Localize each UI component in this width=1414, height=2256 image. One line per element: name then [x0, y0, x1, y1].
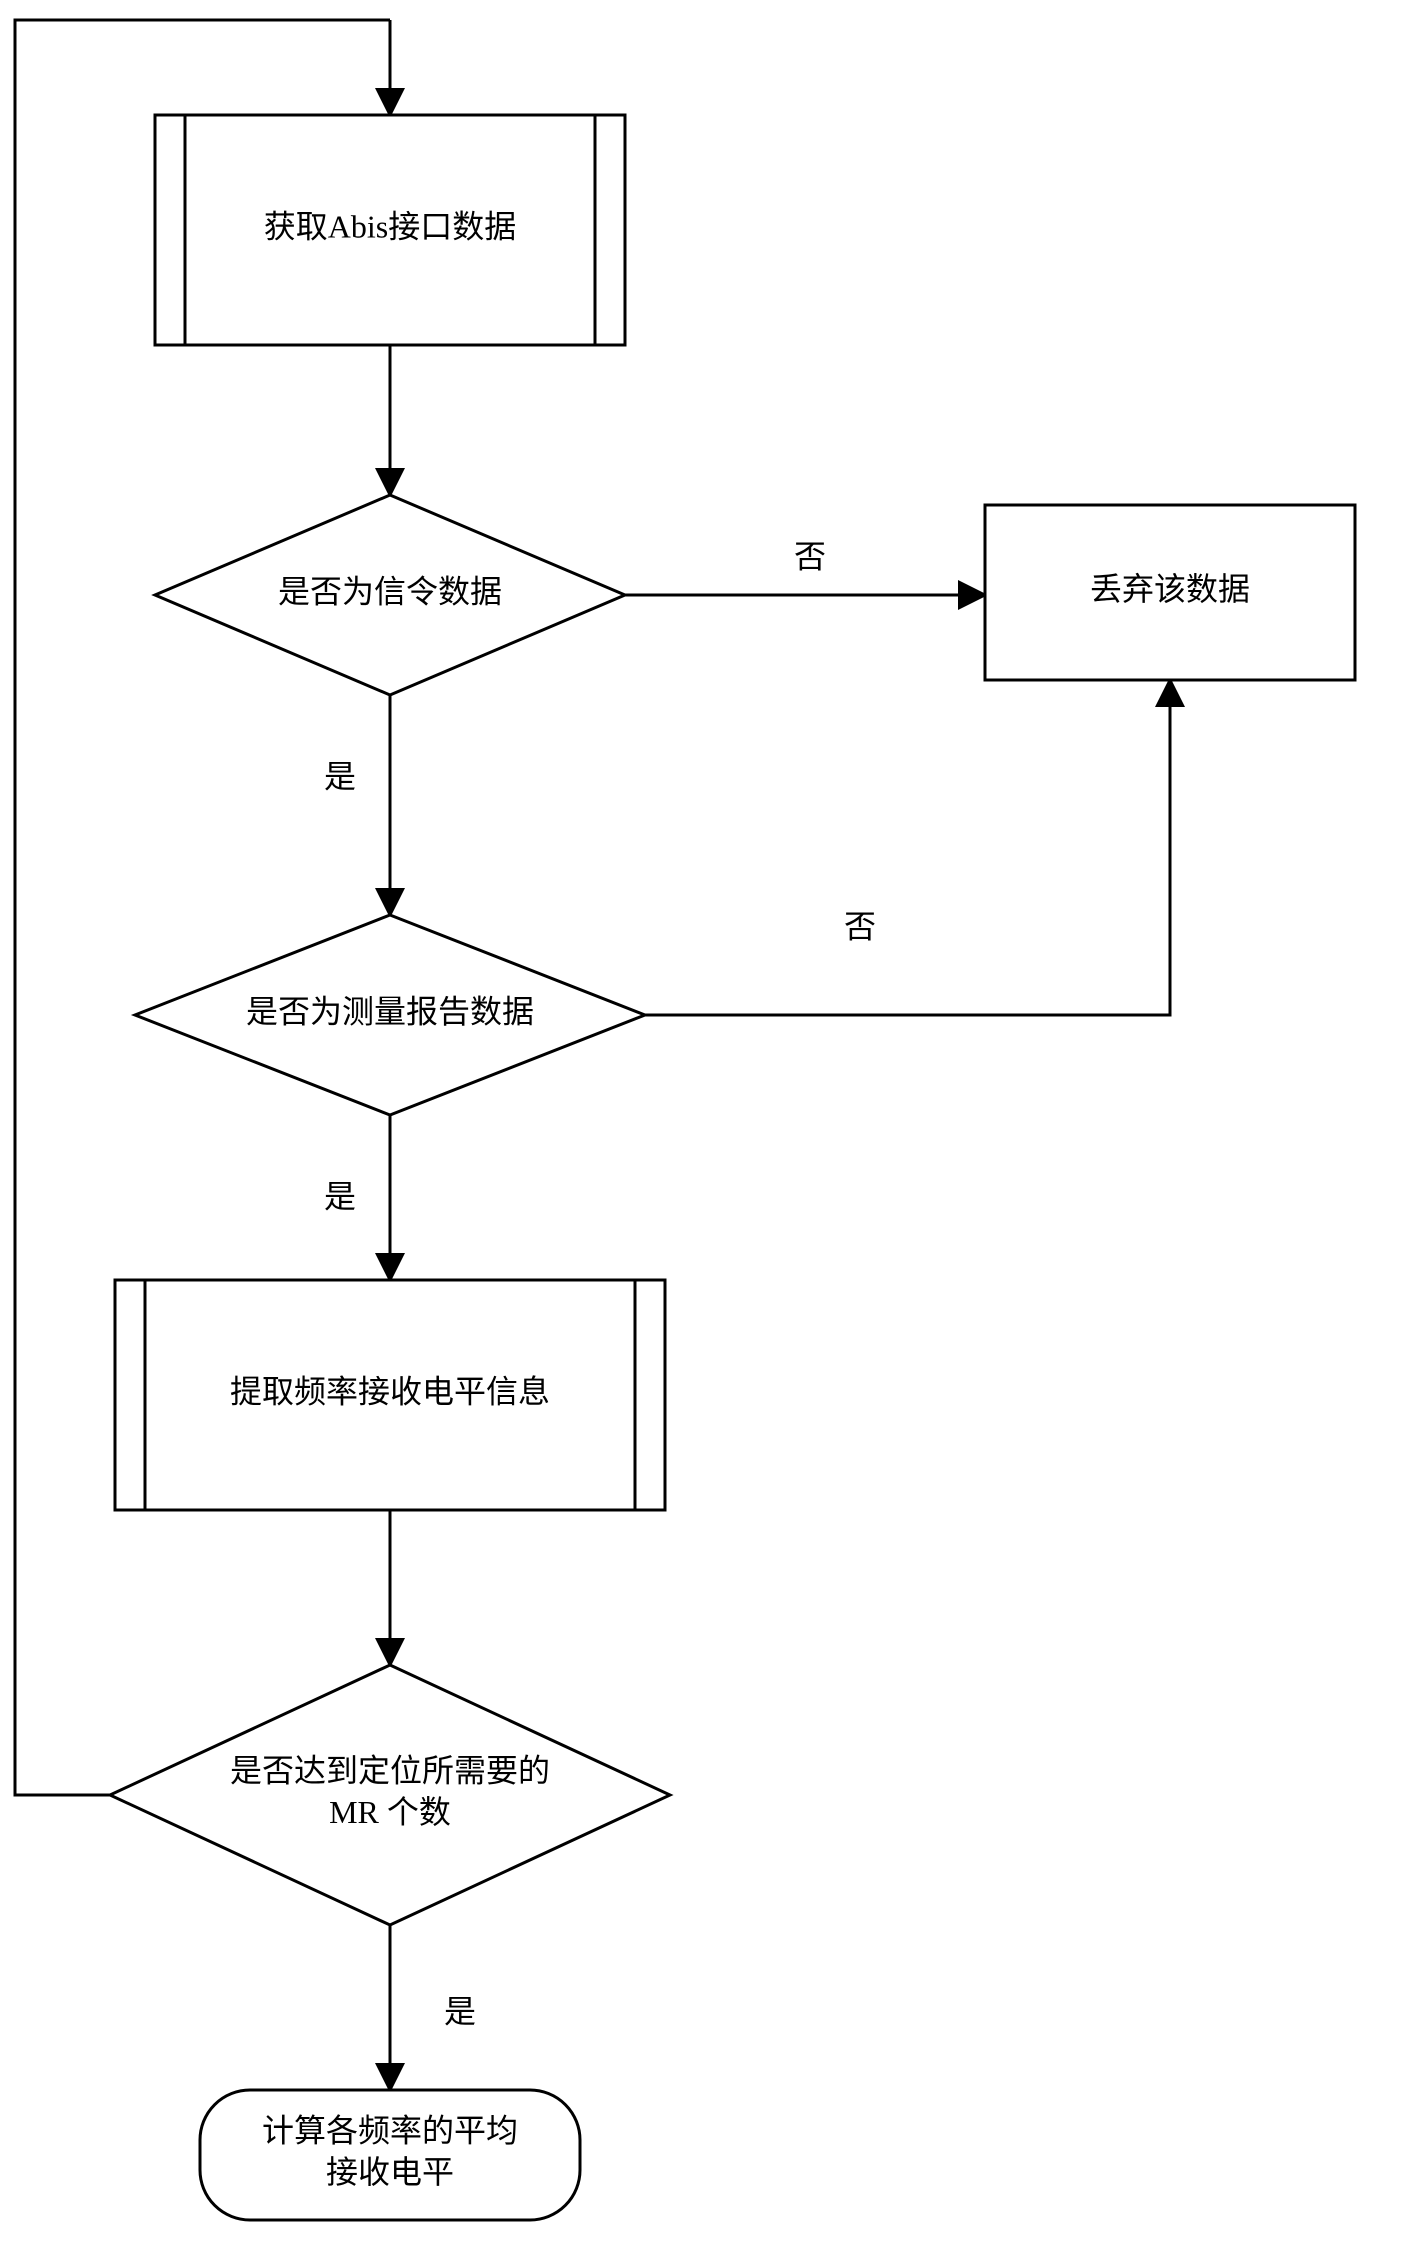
node-n5: 提取频率接收电平信息: [115, 1280, 665, 1510]
node-n2: 是否为信令数据: [155, 495, 625, 695]
edge-e_n4_n3: [645, 680, 1170, 1015]
edge-label: 是: [444, 1993, 476, 2029]
edge-label: 否: [794, 538, 826, 574]
node-n7: 计算各频率的平均接收电平: [200, 2090, 580, 2220]
edge-label: 是: [324, 1178, 356, 1214]
edge-label: 是: [324, 758, 356, 794]
node-label: 提取频率接收电平信息: [230, 1373, 550, 1409]
node-n3: 丢弃该数据: [985, 505, 1355, 680]
node-label: 是否为测量报告数据: [246, 993, 534, 1029]
node-n1: 获取Abis接口数据: [155, 115, 625, 345]
node-label-line: 计算各频率的平均: [262, 2113, 518, 2149]
node-n4: 是否为测量报告数据: [135, 915, 645, 1115]
node-label-line: 是否达到定位所需要的: [230, 1753, 550, 1789]
node-label: 是否为信令数据: [278, 573, 502, 609]
node-label-line: 接收电平: [326, 2154, 454, 2190]
node-label-line: MR 个数: [329, 1794, 451, 1830]
node-label: 获取Abis接口数据: [264, 208, 516, 244]
edge-label: 否: [844, 908, 876, 944]
node-n6: 是否达到定位所需要的 MR 个数: [110, 1665, 670, 1925]
node-label: 丢弃该数据: [1090, 571, 1250, 607]
